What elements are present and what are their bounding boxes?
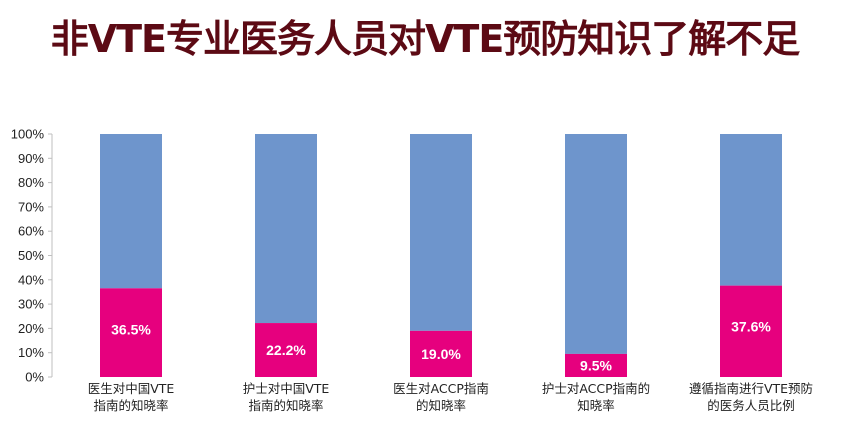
data-label: 9.5% [580,357,612,373]
bar-value [720,285,782,377]
x-category-label: 护士对中国VTE [243,381,330,396]
bar-value [565,353,627,377]
bar-remainder [255,134,317,324]
data-label: 22.2% [266,342,306,358]
y-tick-label: 40% [18,272,44,287]
y-tick-label: 100% [11,127,45,142]
y-tick-label: 0% [25,370,44,385]
bar-remainder [100,134,162,289]
x-category-label: 医生对中国VTE [88,381,175,396]
y-tick-label: 70% [18,199,44,214]
y-tick-label: 80% [18,175,44,190]
y-tick-label: 20% [18,321,44,336]
chart-title: 非VTE专业医务人员对VTE预防知识了解不足 [50,17,801,61]
bar-value [410,330,472,377]
data-label: 36.5% [111,321,151,337]
y-tick-label: 30% [18,297,44,312]
bar-remainder [410,134,472,331]
y-tick-label: 90% [18,151,44,166]
y-tick-label: 60% [18,224,44,239]
x-category-label: 指南的知晓率 [93,398,168,413]
x-category-label: 指南的知晓率 [248,398,323,413]
data-label: 37.6% [731,319,771,335]
x-category-label: 医生对ACCP指南 [393,381,489,396]
x-category-label: 的知晓率 [416,398,466,413]
bar-value [255,323,317,377]
x-category-label: 的医务人员比例 [707,398,795,413]
bar-value [100,288,162,377]
bar-remainder [720,134,782,286]
y-tick-label: 50% [18,248,44,263]
x-category-label: 护士对ACCP指南的 [542,381,650,396]
x-category-label: 遵循指南进行VTE预防 [689,381,813,396]
x-category-label: 知晓率 [577,398,615,413]
bar-remainder [565,134,627,354]
y-tick-label: 10% [18,345,44,360]
data-label: 19.0% [421,346,461,362]
